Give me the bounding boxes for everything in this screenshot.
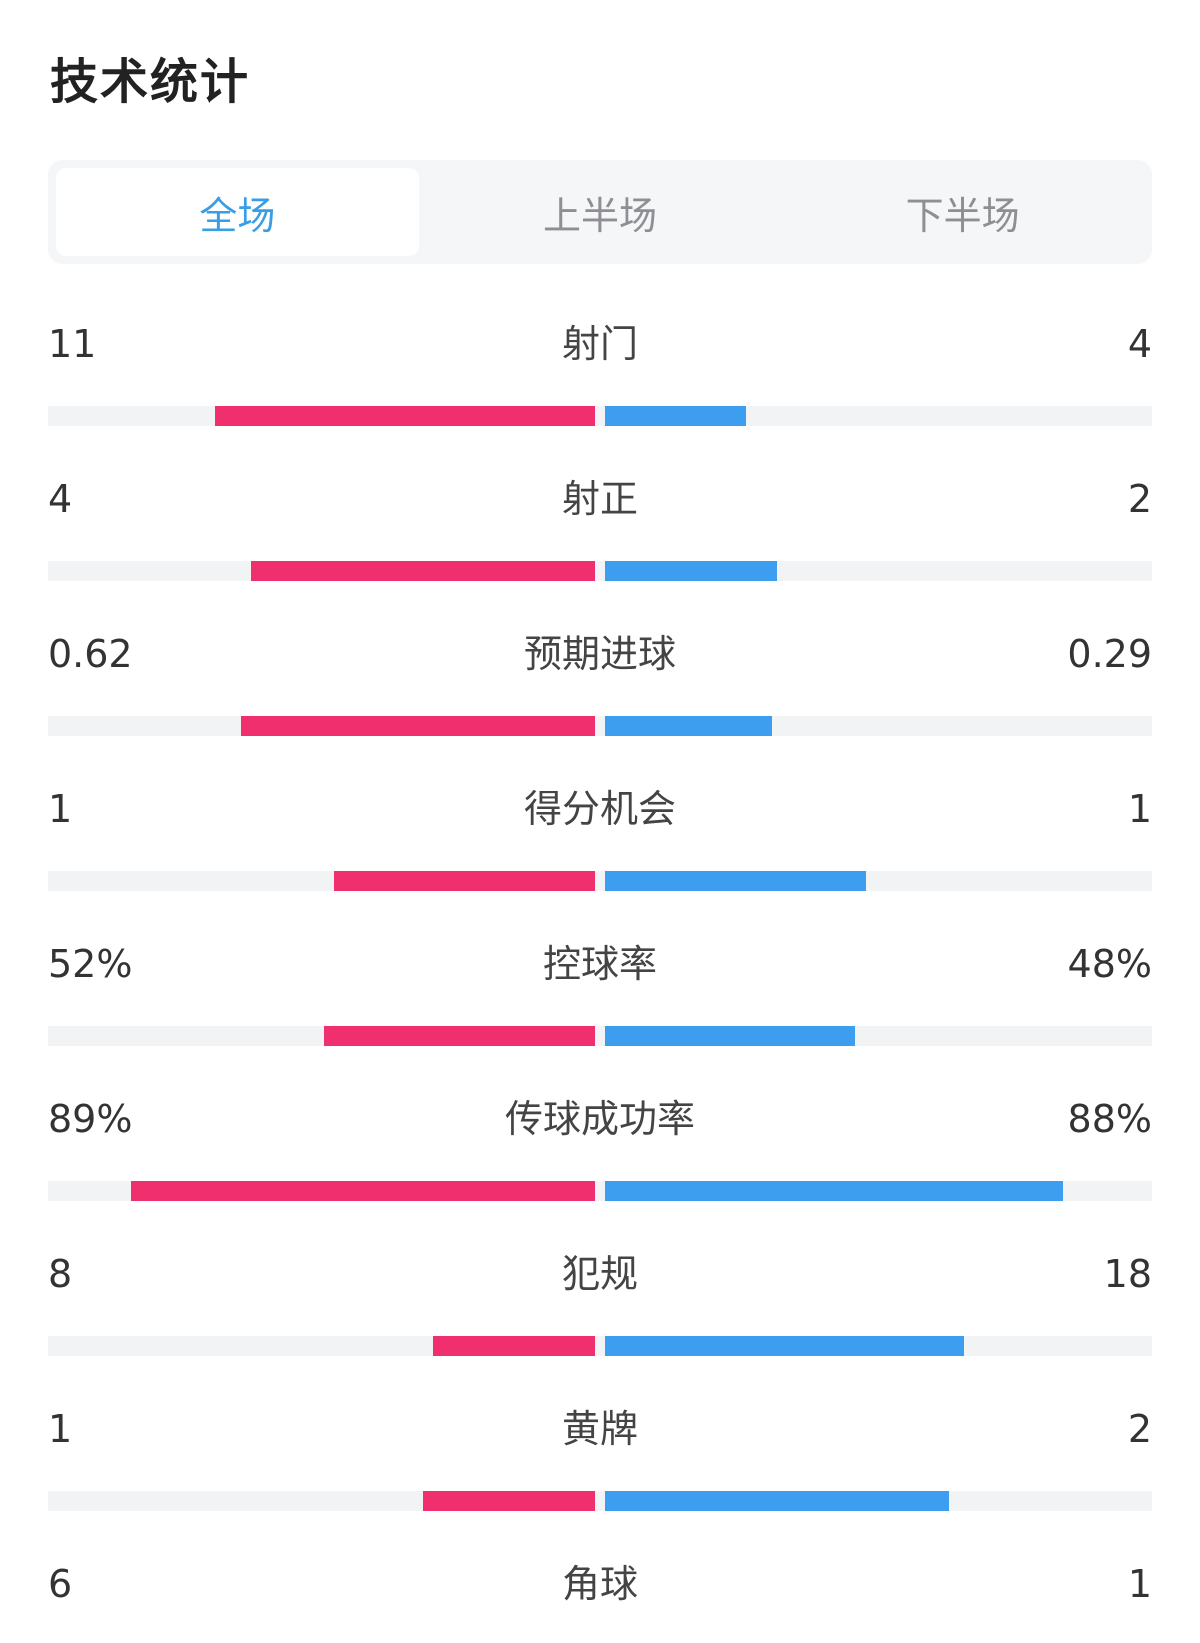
stat-label: 射门: [561, 322, 638, 366]
stat-header: 6 角球 1: [48, 1560, 1152, 1622]
home-bar: [215, 406, 595, 426]
stat-label: 黄牌: [561, 1407, 638, 1451]
tab-second-half[interactable]: 下半场: [905, 193, 1020, 238]
away-bar: [605, 1491, 949, 1511]
stat-header: 1 得分机会 1: [48, 785, 1152, 847]
stat-label: 控球率: [542, 942, 657, 986]
home-bar: [251, 561, 595, 581]
stat-row: 52% 控球率 48%: [48, 940, 1152, 1095]
home-value: 1: [48, 1407, 73, 1451]
stat-row: 0.62 预期进球 0.29: [48, 630, 1152, 785]
home-value: 4: [48, 477, 73, 521]
stat-label: 预期进球: [523, 632, 676, 676]
away-value: 18: [1103, 1252, 1152, 1296]
stat-header: 0.62 预期进球 0.29: [48, 630, 1152, 692]
away-value: 2: [1127, 477, 1152, 521]
stat-bar-track: [48, 1491, 1152, 1511]
away-bar: [605, 406, 746, 426]
home-value: 1: [48, 787, 73, 831]
home-value: 52%: [48, 942, 133, 986]
stat-row: 6 角球 1: [48, 1560, 1152, 1643]
stat-bar-track: [48, 561, 1152, 581]
home-value: 11: [48, 322, 97, 366]
away-value: 4: [1127, 322, 1152, 366]
stat-header: 11 射门 4: [48, 320, 1152, 382]
stat-row: 89% 传球成功率 88%: [48, 1095, 1152, 1250]
home-bar: [131, 1181, 595, 1201]
away-value: 88%: [1067, 1097, 1152, 1141]
stat-bar-track: [48, 1181, 1152, 1201]
home-value: 8: [48, 1252, 73, 1296]
away-bar: [605, 561, 777, 581]
away-value: 2: [1127, 1407, 1152, 1451]
home-value: 6: [48, 1562, 73, 1606]
stat-bar-track: [48, 406, 1152, 426]
stat-header: 8 犯规 18: [48, 1250, 1152, 1312]
away-value: 0.29: [1067, 632, 1152, 676]
away-bar: [605, 1181, 1063, 1201]
home-bar: [324, 1026, 595, 1046]
stat-label: 得分机会: [523, 787, 676, 831]
home-value: 0.62: [48, 632, 133, 676]
stat-row: 1 得分机会 1: [48, 785, 1152, 940]
stat-header: 89% 传球成功率 88%: [48, 1095, 1152, 1157]
stat-header: 4 射正 2: [48, 475, 1152, 537]
tab-first-half[interactable]: 上半场: [543, 193, 658, 238]
away-bar: [605, 1336, 964, 1356]
away-value: 1: [1127, 787, 1152, 831]
stat-header: 52% 控球率 48%: [48, 940, 1152, 1002]
stat-label: 角球: [561, 1562, 638, 1606]
stat-row: 8 犯规 18: [48, 1250, 1152, 1405]
stat-bar-track: [48, 716, 1152, 736]
stat-row: 1 黄牌 2: [48, 1405, 1152, 1560]
home-value: 89%: [48, 1097, 133, 1141]
tab-full-match[interactable]: 全场: [56, 168, 419, 256]
stat-label: 传球成功率: [504, 1097, 695, 1141]
stat-label: 犯规: [561, 1252, 638, 1296]
away-bar: [605, 871, 866, 891]
stat-bar-track: [48, 871, 1152, 891]
stat-row: 11 射门 4: [48, 320, 1152, 475]
stat-header: 1 黄牌 2: [48, 1405, 1152, 1467]
home-bar: [423, 1491, 595, 1511]
stat-bar-track: [48, 1026, 1152, 1046]
stat-row: 4 射正 2: [48, 475, 1152, 630]
home-bar: [334, 871, 595, 891]
away-value: 1: [1127, 1562, 1152, 1606]
stat-label: 射正: [561, 477, 638, 521]
stat-bar-track: [48, 1336, 1152, 1356]
away-bar: [605, 716, 772, 736]
stats-list: 11 射门 4 4 射正 2 0.62 预期进球 0.29 1 得分机会 1 52% 控球率 48% 89% 传…: [48, 320, 1152, 1643]
away-value: 48%: [1067, 942, 1152, 986]
home-bar: [433, 1336, 595, 1356]
period-tab-bar: 全场 上半场 下半场: [48, 160, 1152, 264]
away-bar: [605, 1026, 855, 1046]
page-title: 技术统计: [50, 54, 251, 110]
home-bar: [241, 716, 595, 736]
